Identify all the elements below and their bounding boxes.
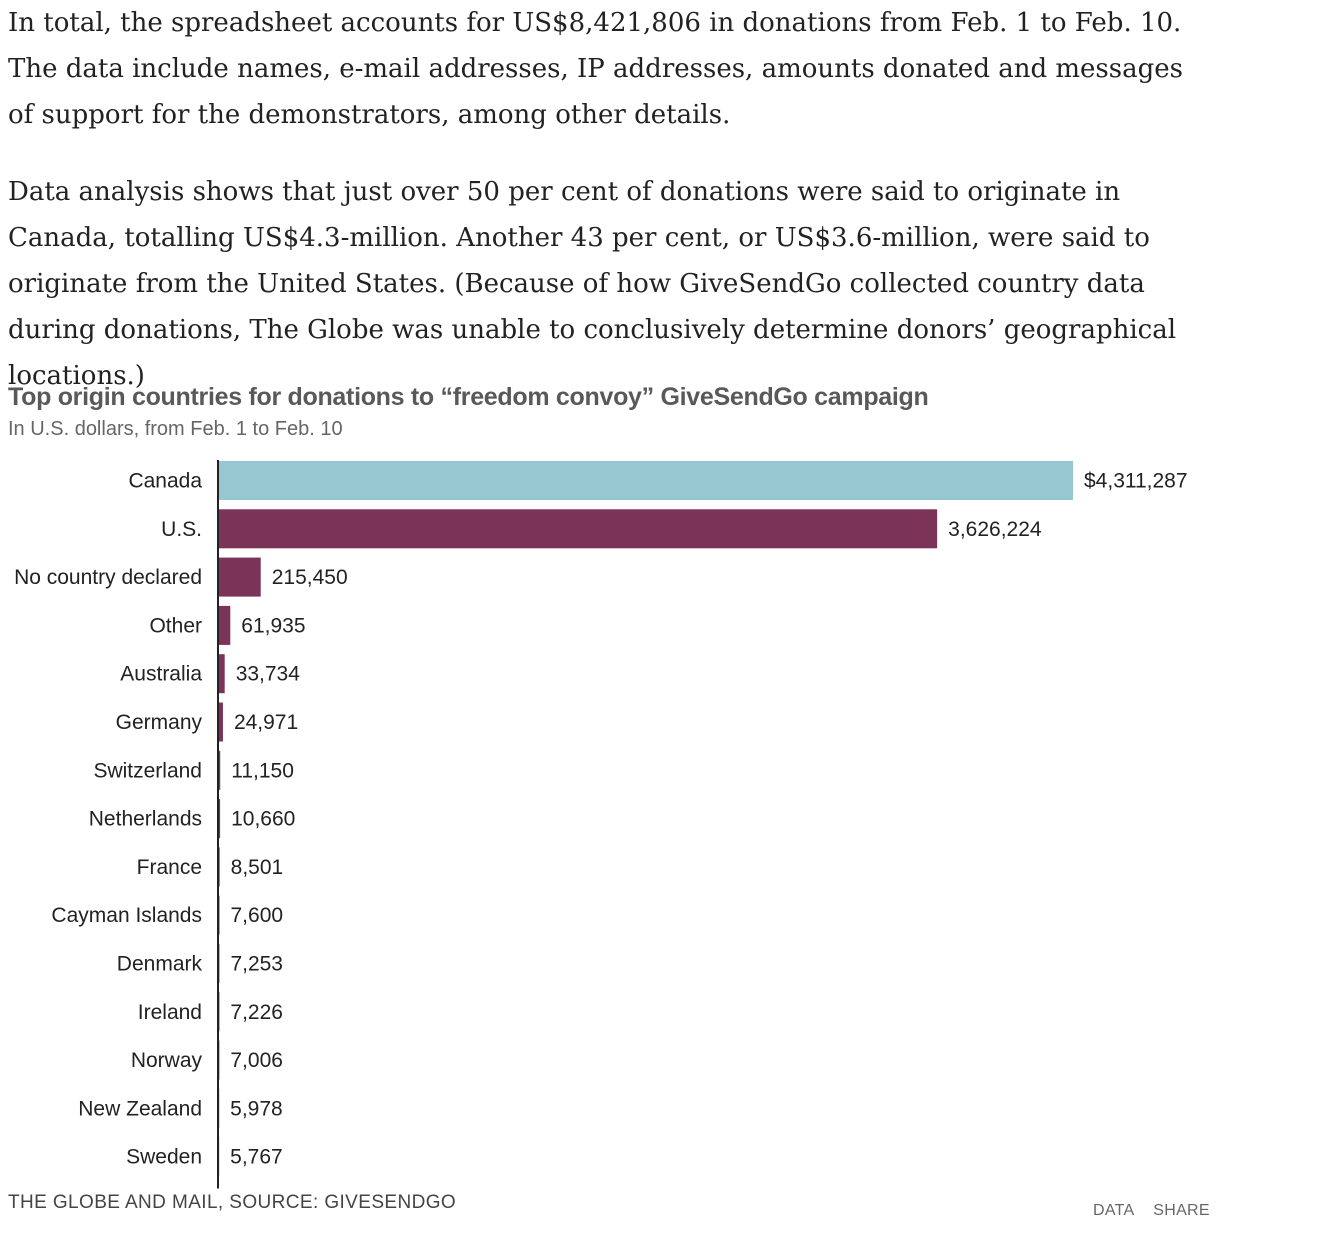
chart-subtitle: In U.S. dollars, from Feb. 1 to Feb. 10 [8, 418, 343, 440]
value-label: 215,450 [272, 566, 348, 589]
chart-header: Top origin countries for donations to “f… [8, 380, 1218, 442]
source-credit: THE GLOBE AND MAIL, SOURCE: GIVESENDGO [8, 1192, 457, 1213]
category-label: Netherlands [89, 808, 202, 831]
chart-title: Top origin countries for donations to “f… [8, 383, 929, 411]
category-label: Switzerland [93, 759, 202, 782]
category-label: Australia [120, 663, 202, 686]
value-label: 5,978 [230, 1097, 283, 1120]
value-label: $4,311,287 [1084, 470, 1188, 493]
category-label: France [137, 856, 202, 879]
bar-australia [218, 654, 225, 694]
bar-no-country-declared [218, 557, 261, 597]
value-label: 7,600 [231, 904, 284, 927]
bar-chart: Canada $4,311,287 U.S. 3,626,224 No country … [14, 460, 1188, 1189]
article-paragraph: In total, the spreadsheet accounts for U… [8, 8, 1183, 130]
category-label: Norway [131, 1049, 203, 1072]
value-label: 61,935 [241, 614, 305, 637]
category-label: U.S. [161, 518, 202, 541]
bar-other [218, 605, 231, 645]
value-label: 7,226 [230, 1001, 283, 1024]
value-label: 33,734 [236, 663, 301, 686]
chart-actions: DATA SHARE [1093, 1202, 1224, 1220]
category-label: Canada [128, 470, 202, 493]
category-label: No country declared [14, 566, 202, 589]
category-label: New Zealand [78, 1097, 202, 1120]
category-label: Other [149, 614, 202, 637]
article-body: In total, the spreadsheet accounts for U… [8, 0, 1208, 430]
bar-germany [218, 702, 223, 742]
value-label: 3,626,224 [948, 518, 1042, 541]
value-label: 8,501 [231, 856, 284, 879]
bar-netherlands [218, 799, 221, 839]
bar-u-s- [218, 509, 938, 549]
value-label: 11,150 [231, 759, 294, 782]
value-label: 7,253 [230, 953, 283, 976]
category-label: Germany [116, 711, 203, 734]
share-link[interactable]: SHARE [1153, 1202, 1210, 1219]
category-label: Sweden [126, 1146, 202, 1169]
bar-canada [218, 461, 1073, 500]
value-label: 5,767 [230, 1146, 283, 1169]
value-label: 7,006 [230, 1049, 283, 1072]
bar-switzerland [218, 750, 221, 790]
category-label: Ireland [138, 1001, 202, 1024]
article-paragraph: Data analysis shows that just over 50 pe… [8, 177, 1177, 391]
category-label: Denmark [117, 953, 203, 976]
value-label: 10,660 [231, 808, 295, 831]
data-link[interactable]: DATA [1093, 1202, 1135, 1219]
category-label: Cayman Islands [51, 904, 202, 927]
value-label: 24,971 [234, 711, 298, 734]
